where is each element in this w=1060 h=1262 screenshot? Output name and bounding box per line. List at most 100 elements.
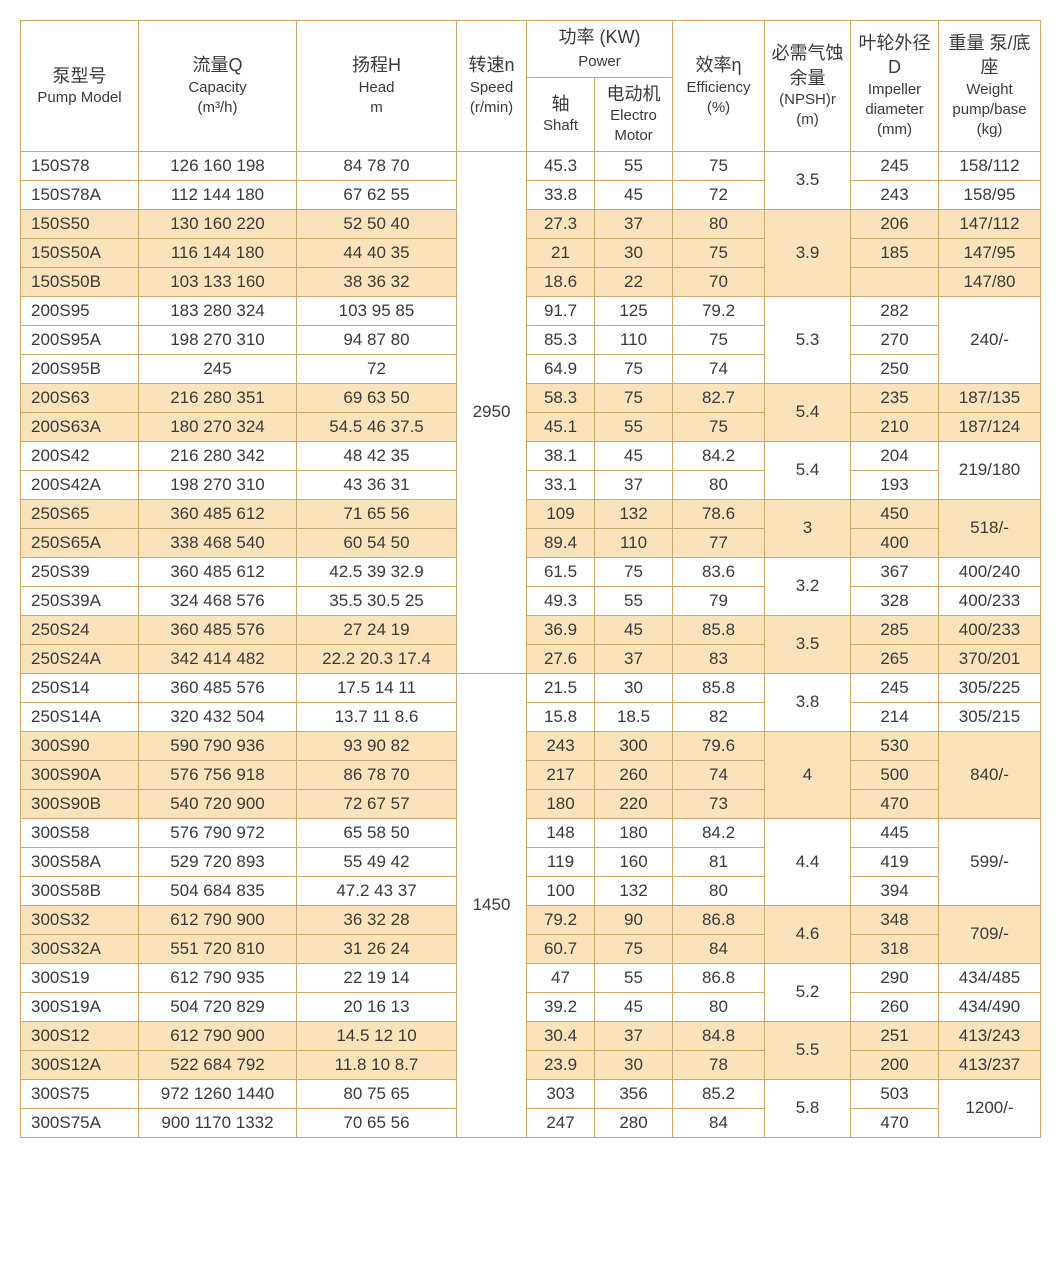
cell-impeller: 318	[851, 934, 939, 963]
cell-head: 13.7 11 8.6	[297, 702, 457, 731]
cell-capacity: 972 1260 1440	[139, 1079, 297, 1108]
table-row: 250S24360 485 57627 24 1936.94585.83.528…	[21, 615, 1041, 644]
cell-capacity: 540 720 900	[139, 789, 297, 818]
table-row: 200S95183 280 324103 95 8591.712579.25.3…	[21, 296, 1041, 325]
table-row: 200S63A180 270 32454.5 46 37.545.1557521…	[21, 412, 1041, 441]
cell-efficiency: 85.2	[673, 1079, 765, 1108]
cell-weight: 147/80	[939, 267, 1041, 296]
cell-model: 200S42A	[21, 470, 139, 499]
cell-capacity: 504 720 829	[139, 992, 297, 1021]
cell-motor: 37	[595, 470, 673, 499]
cell-capacity: 576 756 918	[139, 760, 297, 789]
cell-impeller: 245	[851, 151, 939, 180]
cell-shaft: 27.3	[527, 209, 595, 238]
cell-shaft: 180	[527, 789, 595, 818]
cell-capacity: 360 485 612	[139, 499, 297, 528]
cell-motor: 132	[595, 499, 673, 528]
cell-shaft: 89.4	[527, 528, 595, 557]
table-row: 300S75A900 1170 133270 65 5624728084470	[21, 1108, 1041, 1137]
cell-shaft: 303	[527, 1079, 595, 1108]
cell-shaft: 21.5	[527, 673, 595, 702]
cell-head: 65 58 50	[297, 818, 457, 847]
cell-head: 11.8 10 8.7	[297, 1050, 457, 1079]
table-row: 300S75972 1260 144080 75 6530335685.25.8…	[21, 1079, 1041, 1108]
cell-shaft: 27.6	[527, 644, 595, 673]
cell-model: 250S39A	[21, 586, 139, 615]
cell-speed: 2950	[457, 151, 527, 673]
cell-efficiency: 84.2	[673, 441, 765, 470]
cell-head: 22.2 20.3 17.4	[297, 644, 457, 673]
cell-shaft: 79.2	[527, 905, 595, 934]
cell-head: 72 67 57	[297, 789, 457, 818]
cell-head: 69 63 50	[297, 383, 457, 412]
cell-head: 48 42 35	[297, 441, 457, 470]
cell-impeller: 450	[851, 499, 939, 528]
cell-head: 60 54 50	[297, 528, 457, 557]
col-power: 功率 (KW) Power	[527, 21, 673, 78]
cell-capacity: 198 270 310	[139, 325, 297, 354]
cell-weight: 187/135	[939, 383, 1041, 412]
cell-model: 200S63A	[21, 412, 139, 441]
cell-capacity: 360 485 576	[139, 615, 297, 644]
cell-shaft: 15.8	[527, 702, 595, 731]
cell-impeller: 270	[851, 325, 939, 354]
cell-weight: 840/-	[939, 731, 1041, 818]
table-row: 250S24A342 414 48222.2 20.3 17.427.63783…	[21, 644, 1041, 673]
cell-shaft: 33.8	[527, 180, 595, 209]
cell-model: 200S95	[21, 296, 139, 325]
cell-efficiency: 80	[673, 876, 765, 905]
table-row: 250S65360 485 61271 65 5610913278.634505…	[21, 499, 1041, 528]
cell-model: 150S50A	[21, 238, 139, 267]
cell-weight: 400/233	[939, 615, 1041, 644]
cell-capacity: 116 144 180	[139, 238, 297, 267]
cell-head: 20 16 13	[297, 992, 457, 1021]
cell-impeller: 185	[851, 238, 939, 267]
cell-motor: 37	[595, 209, 673, 238]
cell-npsh: 4	[765, 731, 851, 818]
cell-motor: 280	[595, 1108, 673, 1137]
cell-capacity: 590 790 936	[139, 731, 297, 760]
cell-model: 250S39	[21, 557, 139, 586]
cell-model: 200S63	[21, 383, 139, 412]
cell-efficiency: 75	[673, 325, 765, 354]
cell-motor: 45	[595, 992, 673, 1021]
cell-model: 300S90A	[21, 760, 139, 789]
cell-npsh: 3.8	[765, 673, 851, 731]
cell-head: 55 49 42	[297, 847, 457, 876]
cell-shaft: 45.3	[527, 151, 595, 180]
cell-npsh: 5.3	[765, 296, 851, 383]
cell-shaft: 47	[527, 963, 595, 992]
cell-capacity: 551 720 810	[139, 934, 297, 963]
cell-weight: 305/225	[939, 673, 1041, 702]
cell-efficiency: 84.2	[673, 818, 765, 847]
cell-weight: 305/215	[939, 702, 1041, 731]
cell-efficiency: 79	[673, 586, 765, 615]
cell-head: 103 95 85	[297, 296, 457, 325]
cell-capacity: 360 485 576	[139, 673, 297, 702]
cell-impeller: 285	[851, 615, 939, 644]
cell-model: 300S12A	[21, 1050, 139, 1079]
cell-model: 300S58B	[21, 876, 139, 905]
cell-shaft: 91.7	[527, 296, 595, 325]
cell-impeller: 210	[851, 412, 939, 441]
cell-efficiency: 79.2	[673, 296, 765, 325]
cell-motor: 37	[595, 1021, 673, 1050]
cell-model: 300S58	[21, 818, 139, 847]
cell-shaft: 217	[527, 760, 595, 789]
cell-efficiency: 82.7	[673, 383, 765, 412]
cell-motor: 220	[595, 789, 673, 818]
cell-head: 35.5 30.5 25	[297, 586, 457, 615]
cell-efficiency: 80	[673, 470, 765, 499]
cell-capacity: 612 790 900	[139, 1021, 297, 1050]
cell-motor: 75	[595, 557, 673, 586]
cell-head: 43 36 31	[297, 470, 457, 499]
table-row: 250S39A324 468 57635.5 30.5 2549.3557932…	[21, 586, 1041, 615]
cell-model: 300S19A	[21, 992, 139, 1021]
cell-impeller: 250	[851, 354, 939, 383]
cell-npsh: 5.8	[765, 1079, 851, 1137]
cell-head: 14.5 12 10	[297, 1021, 457, 1050]
cell-motor: 132	[595, 876, 673, 905]
table-row: 300S12612 790 90014.5 12 1030.43784.85.5…	[21, 1021, 1041, 1050]
cell-model: 300S32	[21, 905, 139, 934]
cell-efficiency: 70	[673, 267, 765, 296]
